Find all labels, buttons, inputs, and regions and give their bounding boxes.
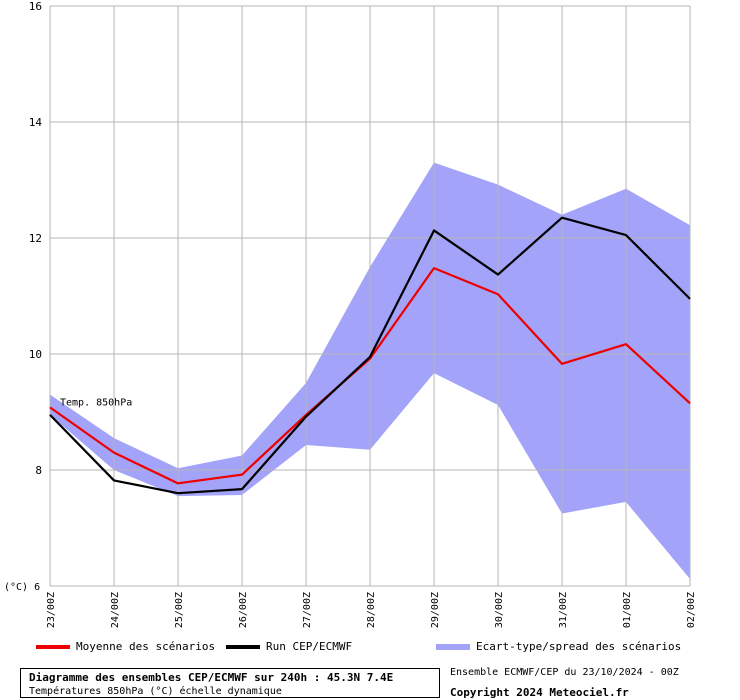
y-tick-label: 16: [29, 0, 42, 13]
x-tick-label: 29/00Z: [430, 592, 441, 628]
legend-mean: Moyenne des scénarios: [36, 640, 215, 653]
x-tick-label: 28/00Z: [366, 592, 377, 628]
ensemble-chart: 8 10 12 14 16 (°C) 6 23/00Z 24/00Z 25/00Z 26/00Z 2…: [4, 0, 697, 628]
legend-mean-label: Moyenne des scénarios: [76, 640, 216, 653]
x-tick-label: 26/00Z: [238, 592, 249, 628]
x-tick-label: 23/00Z: [46, 592, 57, 628]
x-tick-label: 30/00Z: [494, 592, 505, 628]
x-tick-label: 31/00Z: [558, 592, 569, 628]
x-tick-label: 24/00Z: [110, 592, 121, 628]
chart-title-box: Diagramme des ensembles CEP/ECMWF sur 24…: [20, 668, 440, 698]
y-tick-label: 14: [29, 116, 43, 129]
legend-spread: Ecart-type/spread des scénarios: [436, 640, 681, 653]
y-tick-label: 10: [29, 348, 42, 361]
y-tick-label: 12: [29, 232, 42, 245]
legend-run-label: Run CEP/ECMWF: [266, 640, 353, 653]
legend-spread-swatch: [436, 644, 470, 650]
run-info: Ensemble ECMWF/CEP du 23/10/2024 - 00Z: [450, 667, 679, 678]
y-axis-unit-label: (°C) 6: [4, 582, 40, 593]
y-tick-label: 8: [35, 464, 42, 477]
legend-run-swatch: [226, 645, 260, 649]
x-tick-label: 02/00Z: [686, 592, 697, 628]
inline-series-label: Temp. 850hPa: [60, 397, 132, 408]
x-tick-label: 01/00Z: [622, 592, 633, 628]
x-tick-label: 27/00Z: [302, 592, 313, 628]
legend-run: Run CEP/ECMWF: [226, 640, 352, 653]
legend-mean-swatch: [36, 645, 70, 649]
chart-subtitle: Températures 850hPa (°C) échelle dynamiq…: [29, 686, 282, 697]
copyright: Copyright 2024 Meteociel.fr: [450, 686, 629, 699]
chart-title: Diagramme des ensembles CEP/ECMWF sur 24…: [29, 671, 394, 684]
legend-spread-label: Ecart-type/spread des scénarios: [476, 640, 682, 653]
x-tick-label: 25/00Z: [174, 592, 185, 628]
